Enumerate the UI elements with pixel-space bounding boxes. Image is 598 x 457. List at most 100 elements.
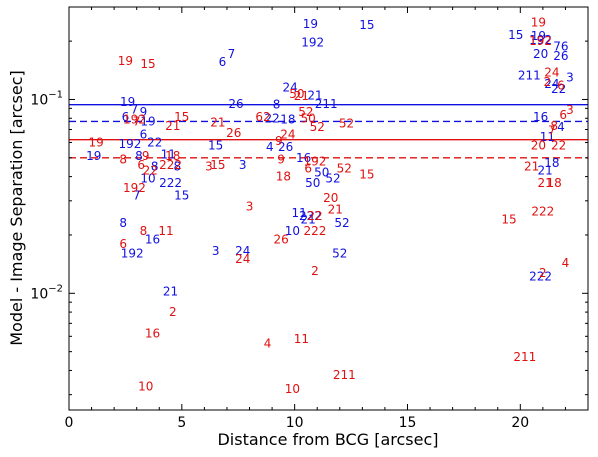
data-point-red: 21 [165,119,180,133]
data-point-blue: 211 [315,97,338,111]
data-point-blue: 4 [266,140,274,154]
data-point-red: 2 [544,75,552,89]
data-point-red: 26 [273,232,288,246]
data-point-red: 10 [285,382,300,396]
plot-frame [68,6,589,411]
data-point-red: 222 [304,224,327,238]
data-point-blue: 24 [544,77,559,91]
data-point-red: 20 [323,191,338,205]
data-point-blue: 21 [307,88,322,102]
data-point-red: 4 [562,256,570,270]
data-point-red: 8 [119,153,127,167]
data-point-blue: 6 [219,55,227,69]
data-point-red: 11 [294,332,309,346]
data-point-red: 2 [311,264,319,278]
data-point-red: 9 [142,149,150,163]
data-point-blue: 50 [305,176,320,190]
data-point-red: 222 [531,204,554,218]
data-point-red: 192 [304,154,327,168]
data-point-blue: 52 [332,247,347,261]
data-point-red: 50 [289,87,304,101]
data-point-blue: 192 [121,247,144,261]
data-point-red: 11 [158,224,173,238]
data-point-blue: 8 [273,98,281,112]
data-point-red: 15 [140,57,155,71]
data-point-blue: 8 [173,160,181,174]
data-point-red: 24 [235,252,250,266]
y-tick-label: 10−2 [30,283,63,302]
data-point-blue: 222 [529,270,552,284]
data-point-red: 211 [513,350,536,364]
data-point-blue: 21 [163,285,178,299]
x-tick-label: 15 [399,415,417,431]
data-point-red: 22 [307,209,322,223]
data-point-blue: 22 [551,82,566,96]
data-point-blue: 3 [566,70,574,84]
data-point-red: 2 [539,266,547,280]
data-point-red: 26 [226,126,241,140]
y-tick-label: 10−1 [30,89,63,108]
data-point-red: 15 [210,158,225,172]
data-point-red: 18 [165,149,180,163]
data-point-blue: 16 [296,151,311,165]
data-point-red: 22 [551,138,566,152]
data-point-red: 7 [133,114,141,128]
data-point-red: 15 [359,168,374,182]
data-point-blue: 192 [529,33,552,47]
data-point-red: 21 [294,89,309,103]
data-point-blue: 26 [278,140,293,154]
data-point-red: 19 [118,54,133,68]
data-point-red: 211 [333,368,356,382]
data-point-red: 192 [123,181,146,195]
data-point-red: 9 [277,153,285,167]
data-point-blue: 22 [147,135,162,149]
data-point-blue: 21 [301,213,316,227]
data-point-blue: 10 [140,172,155,186]
data-point-blue: 15 [508,28,523,42]
data-point-blue: 24 [282,81,297,95]
data-point-blue: 6 [140,127,148,141]
data-point-blue: 6 [122,110,130,124]
data-point-blue: 19 [531,29,546,43]
data-point-red: 6 [119,237,127,251]
data-point-red: 19 [531,15,546,29]
data-point-blue: 18 [280,112,295,126]
data-point-blue: 19 [140,114,155,128]
data-point-red: 62 [255,110,270,124]
y-axis-label: Model - Image Separation [arcsec] [7,70,26,346]
data-point-red: 4 [264,337,272,351]
data-point-red: 21 [210,116,225,130]
x-tick-label: 5 [177,415,186,431]
data-point-red: 6 [137,158,145,172]
data-point-red: 22 [143,164,158,178]
data-point-blue: 222 [159,176,182,190]
data-point-blue: 52 [334,216,349,230]
data-point-red: 52 [310,120,325,134]
data-point-red: 6 [559,108,567,122]
data-point-red: 21 [537,176,552,190]
data-point-blue: 15 [359,18,374,32]
data-point-blue: 222 [299,209,322,223]
data-point-red: 6 [304,162,312,176]
x-tick-label: 10 [286,415,304,431]
data-point-red: 21 [328,203,343,217]
data-point-blue: 19 [120,95,135,109]
data-point-blue: 3 [212,244,220,258]
data-point-red: 8 [550,119,558,133]
data-point-blue: 24 [235,244,250,258]
data-point-red: 18 [547,176,562,190]
data-point-blue: 26 [228,97,243,111]
data-point-blue: 7 [133,188,141,202]
axes: 0 5 10 15 20 10−1 10−2 [30,7,589,431]
data-point-blue: 192 [118,137,141,151]
data-point-blue: 26 [553,49,568,63]
data-point-red: 3 [566,103,574,117]
data-point-red: 52 [298,105,313,119]
data-point-blue: 18 [544,156,559,170]
data-point-blue: 16 [533,110,548,124]
data-point-blue: 7 [228,47,236,61]
data-point-red: 52 [339,117,354,131]
data-point-blue: 15 [208,138,223,152]
